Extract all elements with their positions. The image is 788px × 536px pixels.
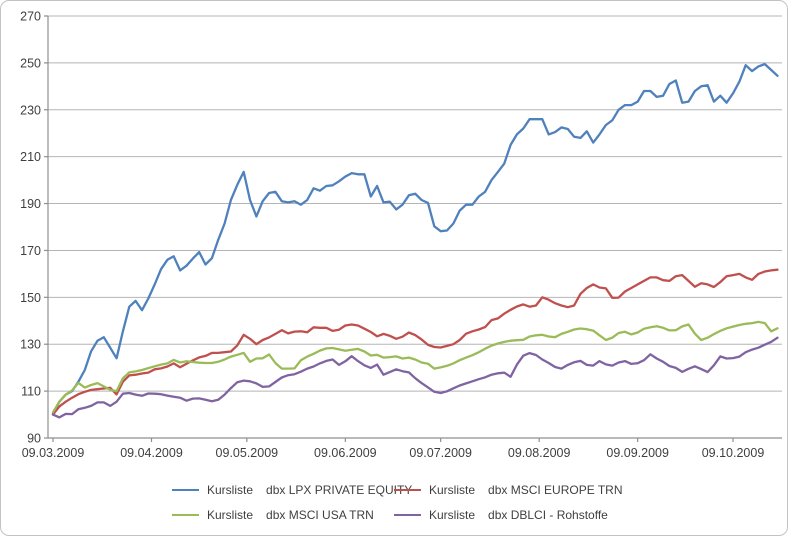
legend-prefix: Kursliste (207, 483, 254, 497)
series-line-msci-europe-trn (51, 268, 779, 416)
legend-line-marker-icon (172, 488, 199, 492)
legend-line-marker-icon (394, 488, 421, 492)
legend-prefix: Kursliste (207, 508, 254, 522)
series-line-lpx-private-equity (51, 62, 779, 415)
x-tick-label: 09.09.2009 (606, 446, 669, 460)
legend-label: dbx LPX PRIVATE EQUITY (266, 483, 413, 497)
y-tick-label: 190 (20, 197, 41, 211)
legend-line-marker-icon (394, 513, 421, 517)
y-tick-label: 170 (20, 244, 41, 258)
y-tick-label: 210 (20, 150, 41, 164)
x-tick-label: 09.07.2009 (409, 446, 472, 460)
series-line-dblci-rohstoffe (51, 336, 779, 419)
legend-item-msci-europe-trn: Kursliste dbx MSCI EUROPE TRN (394, 479, 623, 501)
chart-legend: Kursliste dbx LPX PRIVATE EQUITY Kurslis… (172, 479, 623, 526)
x-tick-label: 09.08.2009 (508, 446, 571, 460)
legend-prefix: Kursliste (429, 508, 476, 522)
y-tick-label: 230 (20, 103, 41, 117)
y-tick-label: 270 (20, 10, 41, 24)
x-tick-label: 09.05.2009 (216, 446, 279, 460)
legend-item-msci-usa-trn: Kursliste dbx MSCI USA TRN (172, 504, 394, 526)
y-tick-label: 250 (20, 56, 41, 70)
x-tick-label: 09.04.2009 (120, 446, 183, 460)
legend-item-lpx-private-equity: Kursliste dbx LPX PRIVATE EQUITY (172, 479, 412, 501)
legend-label: dbx MSCI USA TRN (266, 508, 374, 522)
x-tick-label: 09.06.2009 (314, 446, 377, 460)
legend-prefix: Kursliste (429, 483, 476, 497)
x-tick-label: 09.10.2009 (702, 446, 765, 460)
legend-label: dbx MSCI EUROPE TRN (488, 483, 623, 497)
y-tick-label: 150 (20, 291, 41, 305)
x-tick-label: 09.03.2009 (22, 446, 85, 460)
legend-item-dblci-rohstoffe: Kursliste dbx DBLCI - Rohstoffe (394, 504, 623, 526)
legend-line-marker-icon (172, 513, 199, 517)
y-tick-label: 130 (20, 338, 41, 352)
y-tick-label: 90 (27, 432, 41, 446)
series-line-msci-usa-trn (51, 320, 779, 414)
y-tick-label: 110 (21, 385, 41, 399)
legend-label: dbx DBLCI - Rohstoffe (488, 508, 608, 522)
